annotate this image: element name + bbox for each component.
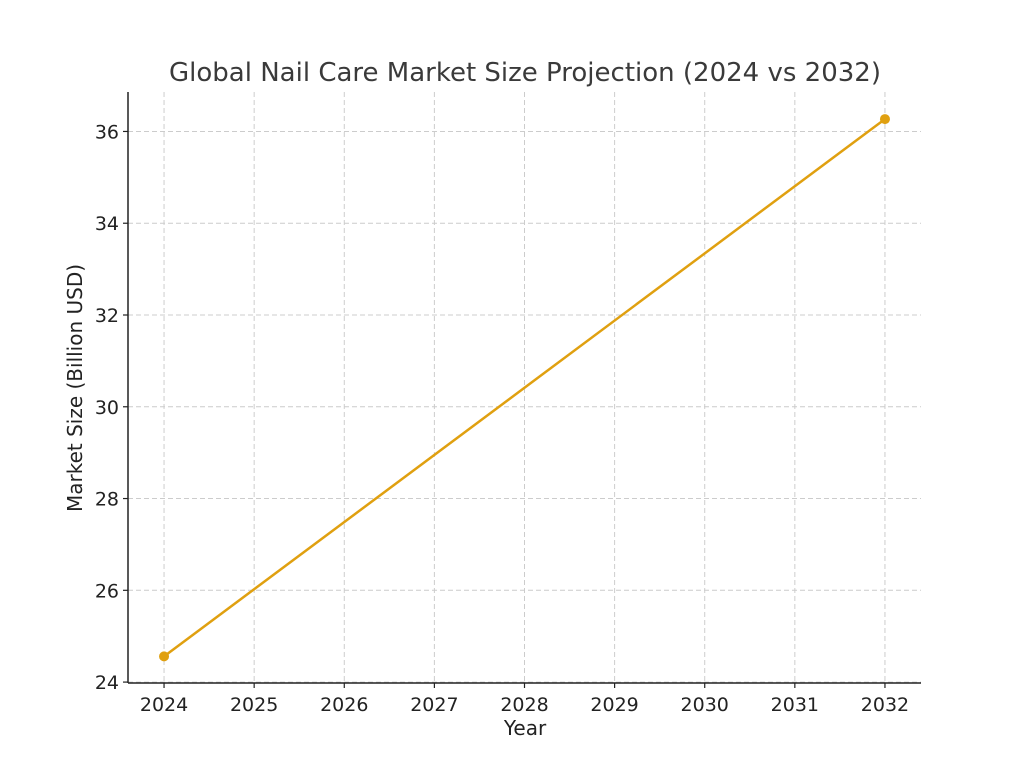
- ticks-layer: 2024 2025 2026 2027 2028 2029 2030 2031 2032 24 26…: [95, 121, 909, 716]
- y-axis-label: Market Size (Billion USD): [63, 264, 87, 512]
- x-tick-label: 2028: [500, 694, 548, 716]
- x-tick-label: 2032: [861, 694, 909, 716]
- data-point: [879, 114, 890, 125]
- grid-layer: [128, 92, 921, 683]
- x-tick-label: 2025: [230, 694, 278, 716]
- y-tick-label: 24: [95, 672, 119, 694]
- y-tick-label: 32: [95, 305, 119, 327]
- x-tick-label: 2030: [681, 694, 729, 716]
- x-axis-label: Year: [503, 716, 547, 740]
- series-line: [163, 118, 886, 658]
- y-tick-label: 26: [95, 580, 119, 602]
- y-tick-label: 28: [95, 489, 119, 511]
- y-tick-label: 36: [95, 121, 119, 143]
- y-tick-label: 34: [95, 213, 119, 235]
- x-tick-label: 2027: [410, 694, 458, 716]
- x-tick-label: 2024: [140, 694, 188, 716]
- y-tick-label: 30: [95, 397, 119, 419]
- chart-title: Global Nail Care Market Size Projection …: [169, 58, 881, 88]
- x-tick-label: 2029: [590, 694, 638, 716]
- x-tick-label: 2026: [320, 694, 368, 716]
- x-tick-label: 2031: [771, 694, 819, 716]
- data-point: [159, 651, 170, 662]
- series-layer: [159, 114, 890, 662]
